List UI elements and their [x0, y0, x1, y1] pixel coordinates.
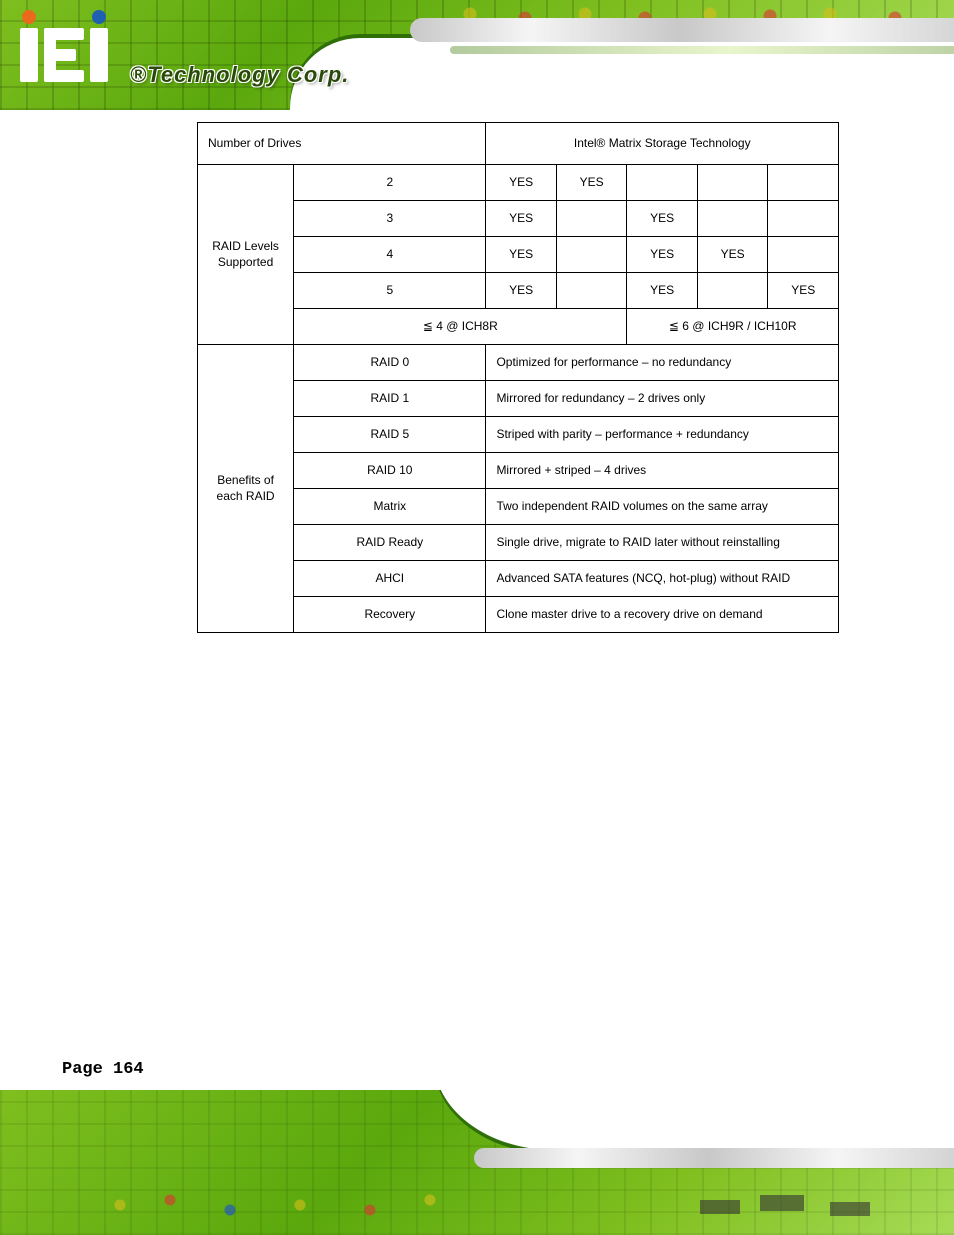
- header-swoosh: [290, 38, 954, 110]
- table-header-row: Number of Drives Intel® Matrix Storage T…: [198, 123, 839, 165]
- logo-i-1: [20, 28, 38, 82]
- raid-row-3: 3 YES YES: [198, 201, 839, 237]
- raid-footnote-row: ≦ 4 @ ICH8R ≦ 6 @ ICH9R / ICH10R: [198, 309, 839, 345]
- cell-c1: YES: [486, 165, 557, 201]
- cell-drives: 3: [294, 201, 486, 237]
- benefit-type: RAID 1: [294, 381, 486, 417]
- cell-c5: YES: [768, 273, 839, 309]
- benefit-desc: Striped with parity – performance + redu…: [486, 417, 839, 453]
- cell-c4: [697, 165, 768, 201]
- benefit-row-2: RAID 5 Striped with parity – performance…: [198, 417, 839, 453]
- logo-i-2: [90, 28, 108, 82]
- cell-c3: YES: [627, 201, 698, 237]
- col-header-technology: Intel® Matrix Storage Technology: [486, 123, 839, 165]
- cell-c1: YES: [486, 273, 557, 309]
- benefit-desc: Mirrored for redundancy – 2 drives only: [486, 381, 839, 417]
- raid-support-table: Number of Drives Intel® Matrix Storage T…: [197, 122, 839, 633]
- cell-c1: YES: [486, 201, 557, 237]
- benefit-type: Recovery: [294, 597, 486, 633]
- benefit-row-7: Recovery Clone master drive to a recover…: [198, 597, 839, 633]
- cell-c3: YES: [627, 237, 698, 273]
- benefit-row-1: RAID 1 Mirrored for redundancy – 2 drive…: [198, 381, 839, 417]
- cell-c3: YES: [627, 273, 698, 309]
- cell-drives: 4: [294, 237, 486, 273]
- logo-e: [44, 28, 84, 82]
- benefit-row-5: RAID Ready Single drive, migrate to RAID…: [198, 525, 839, 561]
- raid-row-2: RAID Levels Supported 2 YES YES: [198, 165, 839, 201]
- benefit-type: RAID Ready: [294, 525, 486, 561]
- logo-dot-blue: [92, 10, 106, 24]
- cell-c4: [697, 201, 768, 237]
- benefit-row-0: Benefits of each RAID RAID 0 Optimized f…: [198, 345, 839, 381]
- cell-c2: [556, 273, 627, 309]
- benefit-row-3: RAID 10 Mirrored + striped – 4 drives: [198, 453, 839, 489]
- benefit-desc: Two independent RAID volumes on the same…: [486, 489, 839, 525]
- col-header-drives: Number of Drives: [198, 123, 486, 165]
- cell-c2: [556, 237, 627, 273]
- raid-row-4: 4 YES YES YES: [198, 237, 839, 273]
- cell-c1: YES: [486, 237, 557, 273]
- benefit-type: AHCI: [294, 561, 486, 597]
- cell-drives: 2: [294, 165, 486, 201]
- cell-c2: YES: [556, 165, 627, 201]
- benefit-desc: Mirrored + striped – 4 drives: [486, 453, 839, 489]
- benefit-type: RAID 10: [294, 453, 486, 489]
- cell-c4: YES: [697, 237, 768, 273]
- cell-c5: [768, 237, 839, 273]
- side-label-raid-levels: RAID Levels Supported: [198, 165, 294, 345]
- benefit-type: RAID 0: [294, 345, 486, 381]
- iei-logo: [20, 28, 108, 82]
- cell-c5: [768, 201, 839, 237]
- footer-swoosh: [434, 1090, 954, 1150]
- page-number: Page 164: [62, 1060, 144, 1079]
- page-footer: [0, 1090, 954, 1235]
- raid-row-5: 5 YES YES YES: [198, 273, 839, 309]
- cell-drives: 5: [294, 273, 486, 309]
- benefit-desc: Optimized for performance – no redundanc…: [486, 345, 839, 381]
- cell-c5: [768, 165, 839, 201]
- benefit-type: Matrix: [294, 489, 486, 525]
- benefit-row-6: AHCI Advanced SATA features (NCQ, hot-pl…: [198, 561, 839, 597]
- cell-c2: [556, 201, 627, 237]
- footnote-left: ≦ 4 @ ICH8R: [294, 309, 627, 345]
- cell-c3: [627, 165, 698, 201]
- benefit-type: RAID 5: [294, 417, 486, 453]
- benefit-row-4: Matrix Two independent RAID volumes on t…: [198, 489, 839, 525]
- benefit-desc: Clone master drive to a recovery drive o…: [486, 597, 839, 633]
- cell-c4: [697, 273, 768, 309]
- brand-text: ®Technology Corp.: [130, 62, 349, 88]
- side-label-benefits: Benefits of each RAID: [198, 345, 294, 633]
- footnote-right: ≦ 6 @ ICH9R / ICH10R: [627, 309, 839, 345]
- benefit-desc: Advanced SATA features (NCQ, hot-plug) w…: [486, 561, 839, 597]
- benefit-desc: Single drive, migrate to RAID later with…: [486, 525, 839, 561]
- logo-dot-orange: [22, 10, 36, 24]
- page-header: ®Technology Corp.: [0, 0, 954, 110]
